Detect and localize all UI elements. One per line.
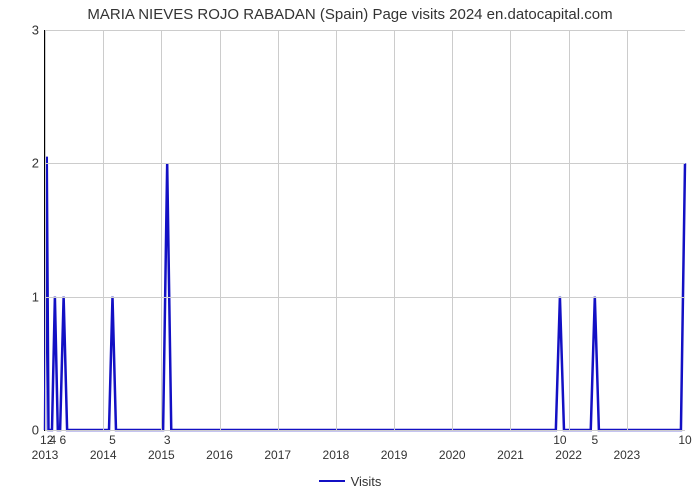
y-tick-label: 3 — [32, 23, 39, 38]
series-line-visits — [45, 30, 685, 430]
gridline-vertical — [452, 30, 453, 430]
legend-swatch — [319, 480, 345, 482]
gridline-vertical — [220, 30, 221, 430]
gridline-vertical — [510, 30, 511, 430]
gridline-vertical — [336, 30, 337, 430]
chart-title: MARIA NIEVES ROJO RABADAN (Spain) Page v… — [0, 6, 700, 23]
x-tick-label: 2020 — [439, 448, 466, 462]
x-tick-label: 2014 — [90, 448, 117, 462]
plot-area: 2013201420152016201720182019202020212022… — [44, 30, 685, 431]
y-tick-label: 1 — [32, 289, 39, 304]
peak-value-label: 10 — [553, 433, 566, 447]
x-tick-label: 2016 — [206, 448, 233, 462]
peak-value-label: 3 — [164, 433, 171, 447]
legend: Visits — [0, 470, 700, 489]
peak-value-label: 10 — [678, 433, 691, 447]
chart-container: MARIA NIEVES ROJO RABADAN (Spain) Page v… — [0, 0, 700, 500]
gridline-horizontal — [45, 297, 685, 298]
gridline-horizontal — [45, 430, 685, 431]
gridline-horizontal — [45, 30, 685, 31]
x-tick-label: 2013 — [32, 448, 59, 462]
peak-value-label: 5 — [109, 433, 116, 447]
gridline-vertical — [394, 30, 395, 430]
legend-label: Visits — [351, 474, 382, 489]
peak-value-label: 5 — [591, 433, 598, 447]
gridline-vertical — [161, 30, 162, 430]
y-tick-label: 0 — [32, 423, 39, 438]
x-tick-label: 2021 — [497, 448, 524, 462]
gridline-vertical — [627, 30, 628, 430]
x-tick-label: 2015 — [148, 448, 175, 462]
peak-value-label: 4 6 — [49, 433, 66, 447]
gridline-vertical — [103, 30, 104, 430]
x-tick-label: 2023 — [613, 448, 640, 462]
gridline-horizontal — [45, 163, 685, 164]
gridline-vertical — [45, 30, 46, 430]
x-tick-label: 2019 — [381, 448, 408, 462]
x-tick-label: 2018 — [323, 448, 350, 462]
y-tick-label: 2 — [32, 156, 39, 171]
gridline-vertical — [278, 30, 279, 430]
x-tick-label: 2017 — [264, 448, 291, 462]
x-tick-label: 2022 — [555, 448, 582, 462]
legend-item-visits: Visits — [319, 474, 382, 489]
gridline-vertical — [569, 30, 570, 430]
